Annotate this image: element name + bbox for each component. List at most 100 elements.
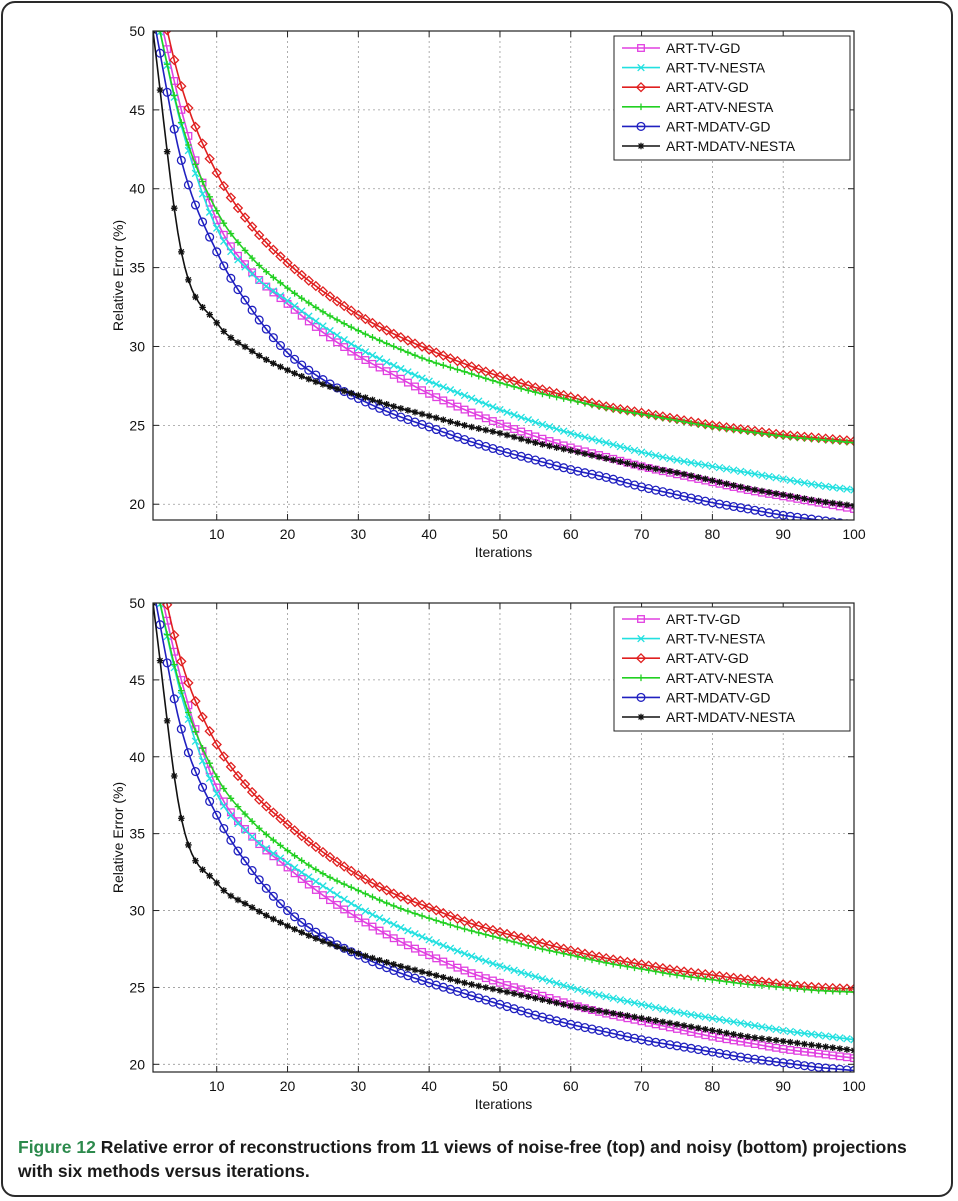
data-point [170,204,178,212]
data-point [269,849,278,858]
data-point [331,856,343,868]
data-point [666,1019,674,1027]
data-point [297,868,306,877]
data-point [609,960,617,968]
data-point [524,942,532,949]
legend-box [613,35,851,161]
data-point [353,869,364,881]
data-point [779,1037,787,1045]
data-point [241,825,250,833]
data-point [277,842,284,849]
data-point [496,962,504,970]
data-point [395,891,407,902]
data-point [290,354,300,364]
data-point [298,373,305,380]
data-point [219,261,229,271]
data-point [452,355,463,367]
data-point [595,403,603,410]
x-tick-label: 60 [563,526,579,542]
data-point [445,353,456,364]
data-point [318,328,327,337]
data-point [425,914,433,922]
data-point [192,293,199,301]
data-point [241,247,249,254]
x-tick-label: 40 [421,526,437,542]
data-point [638,411,645,418]
data-point [262,356,270,363]
data-point [779,475,787,483]
data-point [347,909,356,918]
data-point [367,317,378,329]
data-point [303,275,314,286]
data-point [609,406,617,413]
legend-entry: ART-MDATV-GD [622,689,771,705]
data-point [383,959,390,966]
data-point [213,319,221,327]
data-point [616,996,625,1004]
data-point [546,442,553,450]
data-point [304,880,313,889]
data-point [340,905,349,914]
data-point [163,631,171,638]
data-point [454,420,461,427]
data-point [149,11,157,19]
data-point [402,894,414,905]
data-point [347,340,356,348]
data-point [624,963,631,970]
legend-label: ART-TV-GD [666,611,740,627]
data-point [793,477,802,486]
data-point [317,846,329,858]
data-point [645,1016,652,1023]
data-point [157,13,164,20]
data-point [275,813,286,824]
data-point [185,841,192,849]
data-point [772,432,780,439]
caption-label: Figure 12 [18,1137,96,1157]
data-point [353,309,364,321]
data-point [346,305,357,316]
data-point [631,964,638,972]
data-point [751,1034,759,1041]
data-point [702,422,709,430]
data-point [595,1007,603,1015]
data-point [439,383,448,391]
data-point [652,968,660,975]
data-point [270,836,277,844]
data-point [312,378,320,386]
data-point [241,810,249,818]
data-point [496,987,504,994]
data-point [404,926,412,935]
legend-label: ART-TV-NESTA [666,60,766,76]
data-point [220,237,228,246]
data-point [687,973,695,981]
data-point [416,341,428,352]
data-point [438,907,449,919]
data-point [764,1056,774,1066]
y-tick-label: 40 [129,749,145,765]
data-point [461,979,468,987]
data-point [489,959,497,968]
data-point [744,428,752,435]
data-point [162,87,172,97]
data-point [254,875,264,885]
data-point [574,448,582,456]
data-point [150,0,157,3]
data-point [234,819,242,828]
data-point [389,361,398,370]
data-point [338,861,350,872]
data-point [454,923,461,931]
data-point [794,434,801,442]
data-point [219,823,229,834]
data-point [388,888,399,899]
data-point [261,883,271,893]
data-point [340,320,348,327]
data-point [467,394,476,403]
legend-entry: ART-ATV-NESTA [622,99,774,115]
data-point [354,351,363,360]
data-point [355,327,362,335]
series-art-atv-gd [162,31,854,447]
data-point [503,964,511,972]
data-point [850,505,854,513]
data-point [409,896,421,908]
data-point [666,1006,674,1015]
